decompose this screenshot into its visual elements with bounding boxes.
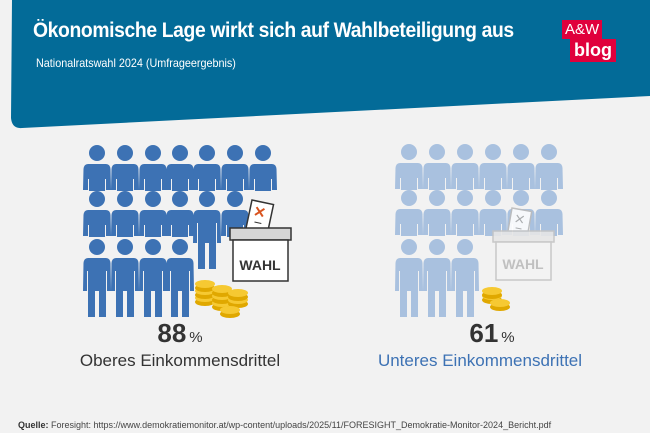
person-icon bbox=[423, 190, 451, 236]
unit: % bbox=[501, 329, 515, 346]
person-icon bbox=[139, 239, 167, 317]
person-icon bbox=[395, 239, 423, 317]
person-icon bbox=[83, 239, 111, 317]
label-upper-income: Oberes Einkommensdrittel bbox=[79, 351, 281, 370]
ballot-box-label: WAHL bbox=[239, 257, 281, 273]
unit: % bbox=[189, 329, 203, 346]
person-icon bbox=[193, 191, 221, 269]
source-label: Quelle: bbox=[18, 420, 49, 430]
person-icon bbox=[249, 145, 277, 191]
ballot-box-label-faded: WAHL bbox=[502, 256, 544, 272]
logo-line1: A&W bbox=[562, 20, 603, 39]
person-icon bbox=[193, 145, 221, 191]
source-note: Quelle: Foresight: https://www.demokrati… bbox=[18, 420, 551, 430]
person-icon bbox=[451, 190, 479, 236]
person-icon bbox=[507, 144, 535, 190]
person-icon bbox=[83, 191, 111, 237]
person-icon bbox=[395, 144, 423, 190]
person-icon bbox=[139, 191, 167, 237]
person-icon bbox=[166, 191, 194, 237]
person-icon bbox=[221, 145, 249, 191]
ballot-box-icon: WAHL bbox=[229, 199, 292, 282]
logo-line2: blog bbox=[570, 39, 616, 62]
person-icon bbox=[139, 145, 167, 191]
percentage-lower-income: 61% bbox=[392, 318, 592, 349]
page-subtitle: Nationalratswahl 2024 (Umfrageergebnis) bbox=[36, 56, 236, 70]
person-icon bbox=[535, 190, 563, 236]
person-icon bbox=[166, 239, 194, 317]
source-text: Foresight: https://www.demokratiemonitor… bbox=[51, 420, 552, 430]
label-lower-income: Unteres Einkommensdrittel bbox=[377, 351, 583, 370]
person-icon bbox=[451, 239, 479, 317]
person-icon bbox=[111, 239, 139, 317]
person-icon bbox=[111, 191, 139, 237]
person-icon bbox=[423, 144, 451, 190]
ballot-box-icon-faded: WAHL bbox=[492, 207, 555, 281]
person-icon bbox=[83, 145, 111, 191]
page-title: Ökonomische Lage wirkt sich auf Wahlbete… bbox=[33, 19, 514, 42]
person-icon bbox=[451, 144, 479, 190]
person-icon bbox=[111, 145, 139, 191]
person-icon bbox=[479, 144, 507, 190]
coins-icon-small bbox=[482, 287, 510, 311]
person-icon bbox=[479, 190, 507, 236]
person-icon bbox=[395, 190, 423, 236]
percentage-upper-income: 88% bbox=[80, 318, 280, 349]
aw-blog-logo: A&W blog bbox=[562, 20, 616, 62]
person-icon bbox=[535, 144, 563, 190]
value: 61 bbox=[469, 318, 499, 348]
person-icon bbox=[166, 145, 194, 191]
value: 88 bbox=[157, 318, 187, 348]
coins-icon bbox=[195, 280, 248, 318]
person-icon bbox=[423, 239, 451, 317]
